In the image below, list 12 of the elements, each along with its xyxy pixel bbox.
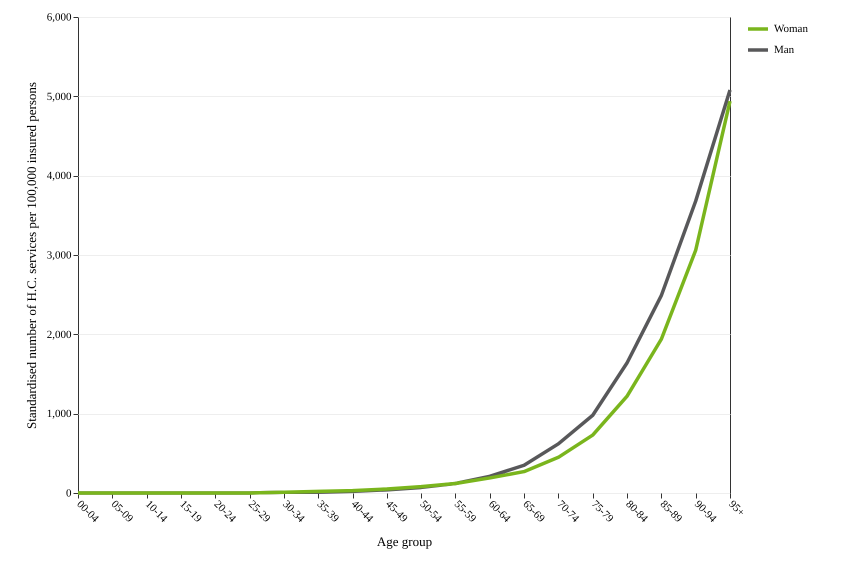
x-axis-title: Age group	[376, 534, 432, 550]
y-axis-title: Standardised number of H.C. services per 100,000 insured persons	[24, 82, 39, 429]
legend-label: Woman	[774, 23, 808, 35]
y-tick-label: 5,000	[46, 90, 72, 103]
y-tick-label: 3,000	[46, 250, 72, 262]
legend-label: Man	[774, 44, 795, 56]
x-tick-label: 95+	[726, 498, 747, 519]
y-tick-label: 0	[66, 488, 72, 500]
y-tick-label: 1,000	[46, 408, 72, 420]
y-tick-label: 6,000	[46, 12, 72, 24]
y-tick-label: 4,000	[46, 170, 72, 182]
y-tick-label: 2,000	[46, 328, 72, 341]
